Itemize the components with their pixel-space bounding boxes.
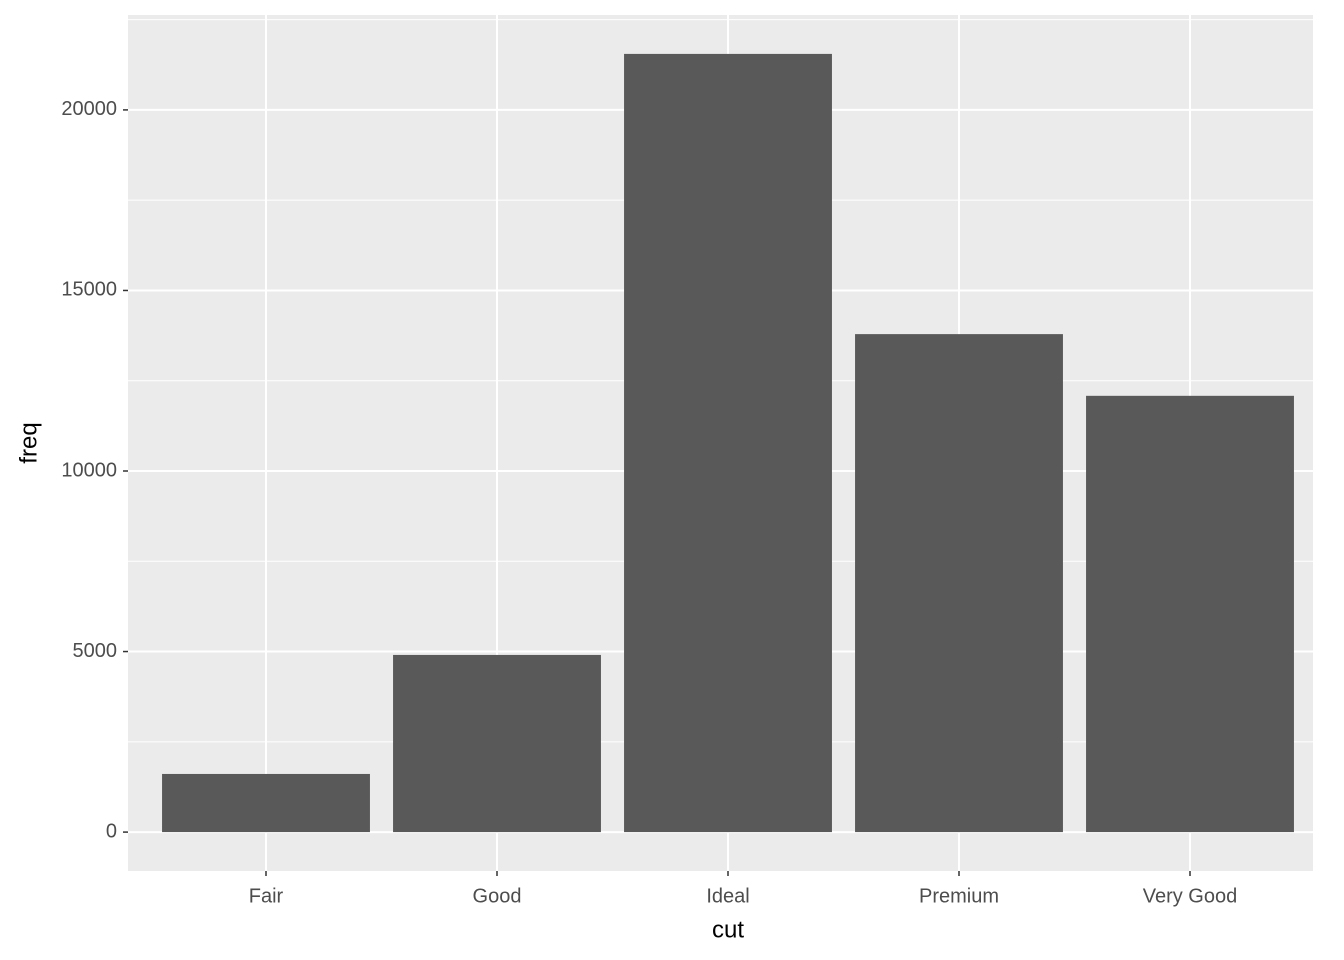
y-tick-label: 10000 [61, 459, 117, 481]
x-tick-label: Fair [249, 885, 284, 907]
x-tick-label: Premium [919, 885, 999, 907]
y-axis-title: freq [15, 422, 42, 463]
bar [162, 773, 370, 833]
y-tick-label: 20000 [61, 98, 117, 120]
bar [624, 53, 832, 833]
x-axis-title: cut [712, 916, 744, 943]
bar [855, 334, 1063, 833]
bar [393, 654, 601, 833]
bar [1086, 395, 1294, 833]
x-tick-label: Good [473, 885, 522, 907]
y-tick-label: 5000 [73, 640, 118, 662]
x-tick-label: Very Good [1143, 885, 1238, 907]
y-tick-label: 15000 [61, 279, 117, 301]
y-tick-label: 0 [106, 820, 117, 842]
x-tick-label: Ideal [706, 885, 749, 907]
